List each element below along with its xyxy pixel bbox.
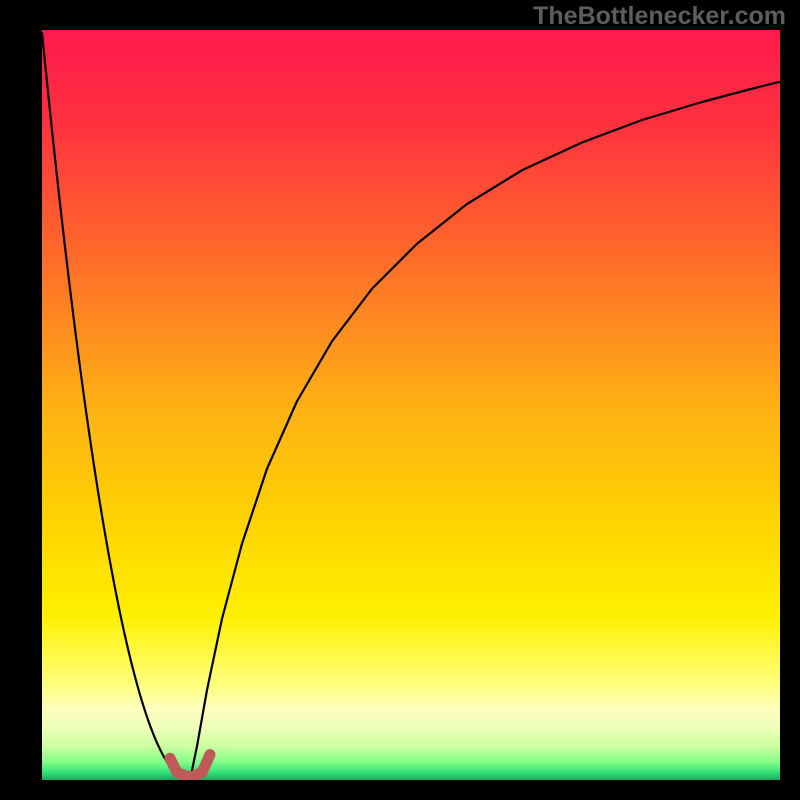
plot-area bbox=[42, 30, 780, 780]
gradient-background bbox=[42, 30, 780, 780]
chart-stage: TheBottlenecker.com bbox=[0, 0, 800, 800]
plot-svg bbox=[42, 30, 780, 780]
watermark-text: TheBottlenecker.com bbox=[533, 2, 786, 31]
